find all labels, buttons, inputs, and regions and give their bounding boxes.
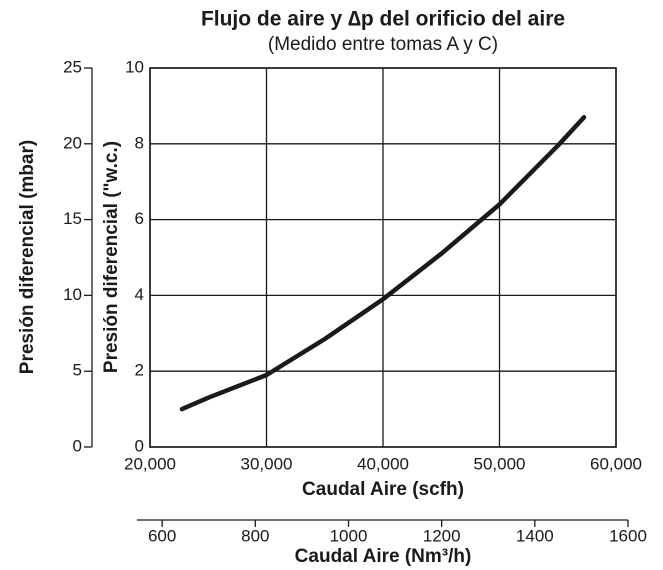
y-tick-label: 8 <box>135 133 144 152</box>
x-tick-label: 40,000 <box>357 454 409 473</box>
data-line <box>179 115 587 412</box>
x2-tick-label: 1000 <box>330 526 368 545</box>
x-tick-label: 50,000 <box>474 454 526 473</box>
x-tick-label: 20,000 <box>124 454 176 473</box>
y2-axis-label: Presión diferencial (mbar) <box>17 140 38 374</box>
y-tick-label: 2 <box>135 361 144 380</box>
x2-tick-label: 1400 <box>516 526 554 545</box>
y2-tick-label: 25 <box>63 57 82 76</box>
x-axis-label: Caudal Aire (scfh) <box>302 479 464 500</box>
plot-frame <box>149 67 617 448</box>
y2-tick-label: 0 <box>73 436 82 455</box>
x2-tick-label: 600 <box>148 526 176 545</box>
y2-tick-label: 20 <box>63 133 82 152</box>
y-tick-label: 4 <box>135 285 144 304</box>
x2-tick-label: 1600 <box>609 526 647 545</box>
x2-axis-label: Caudal Aire (Nm³/h) <box>295 546 472 567</box>
chart-title: Flujo de aire y ∆p del orificio del aire <box>201 8 565 31</box>
x-tick-label: 60,000 <box>590 454 642 473</box>
x-tick-label: 30,000 <box>241 454 293 473</box>
y2-tick-label: 5 <box>73 361 82 380</box>
y-tick-label: 6 <box>135 209 144 228</box>
x2-tick-label: 800 <box>241 526 269 545</box>
y2-tick-label: 15 <box>63 209 82 228</box>
y-tick-label: 10 <box>125 57 144 76</box>
x2-tick-label: 1200 <box>423 526 461 545</box>
y-axis-label: Presión diferencial ("w.c.) <box>101 141 122 373</box>
chart-subtitle: (Medido entre tomas A y C) <box>268 34 498 55</box>
y-tick-label: 0 <box>135 436 144 455</box>
y2-tick-label: 10 <box>63 285 82 304</box>
